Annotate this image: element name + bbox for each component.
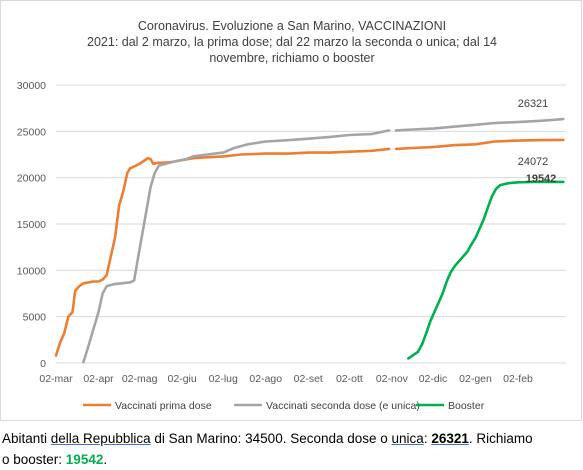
x-tick-label: 02-feb bbox=[503, 373, 533, 385]
caption-segment: Abitanti bbox=[2, 431, 51, 446]
chart-title-line: novembre, richiamo o booster bbox=[209, 51, 374, 65]
series-line-vaccinati-prima-dose bbox=[54, 147, 391, 357]
y-tick-label: 25000 bbox=[17, 126, 46, 138]
x-tick-label: 02-mag bbox=[122, 373, 158, 385]
data-annotations: 26321 24072 19542 bbox=[518, 98, 557, 185]
caption-segment: di San Marino: 34500. Seconda dose o bbox=[150, 431, 392, 446]
x-tick-label: 02-gen bbox=[459, 373, 492, 385]
series-line-vaccinati-seconda-dose-e-unica bbox=[82, 129, 391, 364]
chart-title: Coronavirus. Evoluzione a San Marino, VA… bbox=[87, 19, 497, 65]
y-tick-label: 5000 bbox=[23, 312, 47, 324]
caption-text: Abitanti della Repubblica di San Marino:… bbox=[2, 428, 582, 470]
series-line-vaccinati-seconda-dose-e-unica-segment-2 bbox=[394, 117, 565, 132]
annotation-label: 24072 bbox=[518, 156, 549, 168]
series-line-booster bbox=[407, 180, 565, 360]
chart-container: Coronavirus. Evoluzione a San Marino, VA… bbox=[0, 0, 582, 421]
y-tick-label: 20000 bbox=[17, 173, 46, 185]
legend-label: Vaccinati seconda dose (e unica) bbox=[266, 400, 420, 412]
caption-segment: . Richiamo bbox=[468, 431, 533, 446]
caption-segment: unica bbox=[391, 431, 424, 446]
x-tick-label: 02-giu bbox=[168, 373, 197, 385]
legend: Vaccinati prima dose Vaccinati seconda do… bbox=[83, 400, 485, 412]
y-tick-label: 15000 bbox=[17, 219, 46, 231]
series-lines bbox=[54, 117, 565, 364]
caption-segment: . bbox=[103, 452, 108, 467]
chart-title-line: Coronavirus. Evoluzione a San Marino, VA… bbox=[138, 19, 446, 33]
caption-segment: 26321 bbox=[431, 431, 469, 446]
x-tick-label: 02-ott bbox=[336, 373, 363, 385]
annotation-label: 26321 bbox=[518, 98, 549, 110]
gridlines bbox=[56, 84, 566, 364]
chart-svg: Coronavirus. Evoluzione a San Marino, VA… bbox=[17, 19, 566, 412]
y-tick-label: 10000 bbox=[17, 265, 46, 277]
legend-label: Booster bbox=[448, 400, 485, 412]
caption-segment: 19542 bbox=[65, 452, 104, 467]
x-tick-label: 02-mar bbox=[39, 373, 73, 385]
x-tick-label: 02-nov bbox=[376, 373, 409, 385]
caption-segment: della Repubblica bbox=[50, 431, 151, 446]
caption-segment: o booster: bbox=[2, 452, 66, 467]
series-line-vaccinati-prima-dose-segment-2 bbox=[394, 138, 565, 151]
x-tick-label: 02-dic bbox=[419, 373, 448, 385]
x-tick-label: 02-apr bbox=[83, 373, 114, 385]
y-tick-label: 30000 bbox=[17, 80, 46, 92]
x-tick-label: 02-set bbox=[294, 373, 323, 385]
legend-label: Vaccinati prima dose bbox=[115, 400, 212, 412]
x-tick-label: 02-lug bbox=[209, 373, 238, 385]
y-axis-tick-labels: 0 5000 10000 15000 20000 25000 30000 bbox=[17, 80, 46, 370]
caption-line-2: o booster: 19542. bbox=[2, 449, 582, 470]
caption-segment: : bbox=[423, 431, 432, 446]
x-axis-tick-labels: 02-mar 02-apr 02-mag 02-giu 02-lug 02-ago 02-s… bbox=[39, 373, 533, 385]
y-tick-label: 0 bbox=[40, 358, 46, 370]
chart-title-line: 2021: dal 2 marzo, la prima dose; dal 22… bbox=[87, 35, 497, 49]
annotation-label: 19542 bbox=[526, 173, 557, 185]
x-tick-label: 02-ago bbox=[249, 373, 282, 385]
caption-line-1: Abitanti della Repubblica di San Marino:… bbox=[2, 428, 582, 449]
